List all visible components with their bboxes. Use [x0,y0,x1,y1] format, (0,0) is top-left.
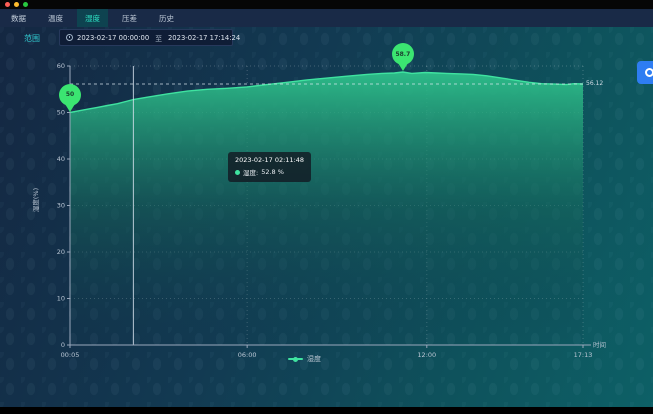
latest-value-label: 56.12 [586,80,604,88]
max-value-label: 58.7 [395,50,411,58]
range-start-value: 2023-02-17 00:00:00 [77,33,150,42]
chart-tooltip: 2023-02-17 02:11:48 湿度: 52.8 % [228,152,312,182]
range-end-value: 2023-02-17 17:14:24 [167,33,241,42]
tab-temperature[interactable]: 温度 [48,13,63,23]
svg-text:湿度(%): 湿度(%) [31,188,40,212]
tab-pressure-diff[interactable]: 压差 [122,13,137,23]
svg-text:30: 30 [57,202,65,210]
svg-text:06:00: 06:00 [238,351,257,359]
range-label: 范围 [24,34,40,43]
tooltip-series-label: 湿度: [243,169,259,177]
window-titlebar [0,0,653,9]
min-value-label: 50 [65,91,75,98]
nav-bar: 数据 温度 湿度 压差 历史 [0,9,653,27]
tooltip-value: 52.8 % [261,168,284,176]
max-value-marker: 58.7 [391,43,414,72]
series-dot-icon [235,169,240,175]
settings-panel-button[interactable] [637,61,653,84]
svg-text:40: 40 [57,155,65,163]
humidity-area-chart[interactable]: 0 10 20 30 40 50 60 00:05 06:00 12:00 17:13 湿度(%) 时间 [0,50,653,390]
tab-humidity[interactable]: 湿度 [77,9,108,27]
svg-text:60: 60 [57,62,65,70]
svg-text:12:00: 12:00 [417,351,436,359]
svg-text:17:13: 17:13 [574,351,593,359]
date-range-picker[interactable]: 2023-02-17 00:00:00 至 2023-02-17 17:14:2… [59,29,240,46]
marker-tail [397,63,408,72]
svg-text:10: 10 [57,295,65,303]
range-separator: 至 [155,34,162,43]
bottom-bar [0,407,653,414]
legend-item-humidity[interactable]: 湿度 [288,354,321,364]
min-value-marker: 50 [59,83,81,112]
svg-text:50: 50 [57,109,65,117]
legend-line-icon [288,356,303,362]
svg-text:20: 20 [57,248,65,256]
tooltip-timestamp: 2023-02-17 02:11:48 [235,156,305,164]
zoom-window-button[interactable] [23,2,28,7]
gear-icon [644,68,653,77]
legend-label: 湿度 [307,355,321,363]
svg-text:0: 0 [61,341,65,349]
svg-text:00:05: 00:05 [61,351,80,359]
marker-tail [65,103,75,112]
close-window-button[interactable] [5,2,10,7]
tab-data[interactable]: 数据 [11,13,26,23]
tab-history[interactable]: 历史 [159,13,174,23]
clock-icon [66,34,73,41]
svg-text:时间: 时间 [593,340,606,349]
minimize-window-button[interactable] [14,2,19,7]
